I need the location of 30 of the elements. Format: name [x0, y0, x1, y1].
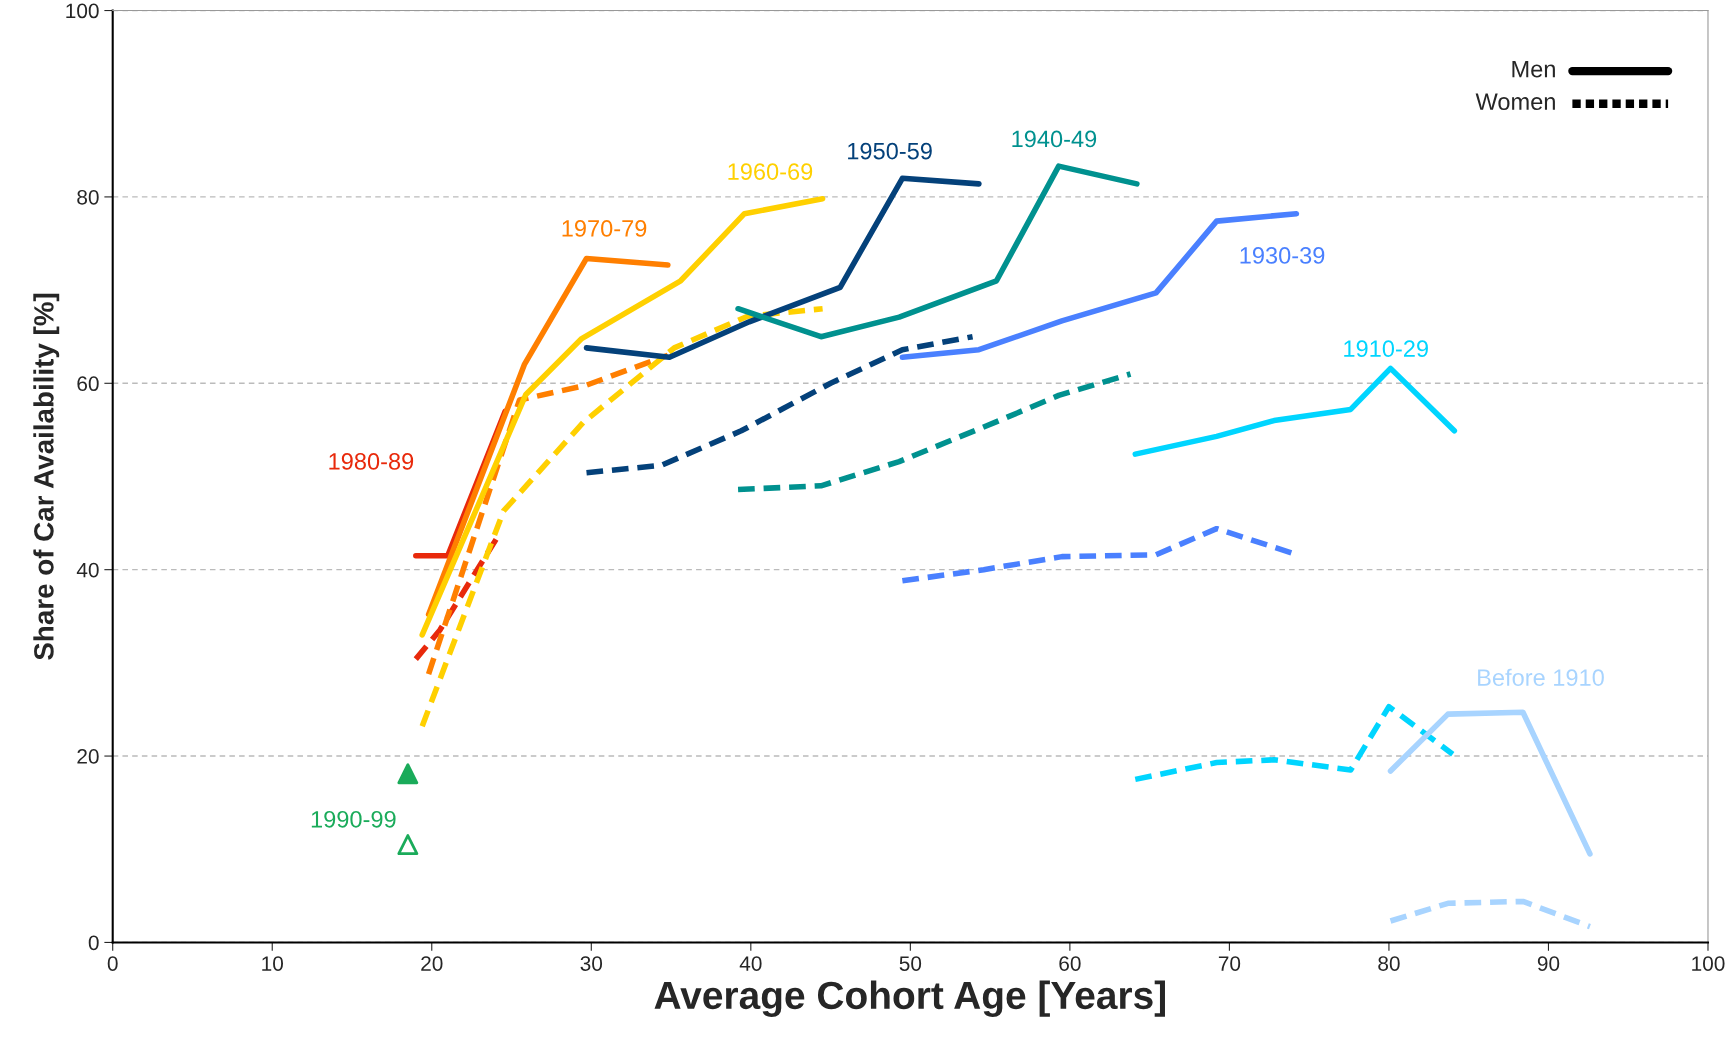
text: 1980-89 [329, 453, 414, 470]
x-tick-label: 80 [1378, 956, 1400, 971]
y-tick-label: 20 [77, 749, 99, 764]
x-tick-label: 20 [421, 956, 443, 971]
x-tick-label: 10 [262, 956, 284, 971]
x-tick-label: 0 [107, 956, 118, 971]
y-tick-label: 40 [76, 562, 99, 578]
annotation: Women [1475, 93, 1555, 111]
y-axis-title: Share of Car Availability [%] [33, 293, 60, 660]
x-tick-label: 90 [1537, 956, 1560, 971]
y-tick-label: 60 [77, 376, 99, 392]
x-axis-title: Average Cohort Age [Years] [654, 980, 1165, 1018]
series-label: 1950-59 [848, 142, 932, 160]
series-label: 1960-69 [728, 163, 813, 180]
x-tick-label: 40 [739, 956, 762, 971]
x-tick-label: 50 [899, 956, 922, 971]
y-tick-label: 80 [77, 189, 99, 205]
annotation: Men [1512, 60, 1555, 78]
x-tick-label: 100 [1692, 956, 1725, 971]
series-label: 1970-79 [562, 220, 647, 237]
series-label: 1990-99 [311, 810, 396, 828]
series-label: 1940-49 [1012, 130, 1097, 148]
series-label: 1930-39 [1240, 247, 1325, 264]
y-tick-label: 0 [88, 935, 99, 951]
series-label: 1910-29 [1344, 340, 1428, 358]
x-tick-label: 30 [580, 956, 603, 971]
y-tick-label: 100 [66, 3, 99, 19]
x-tick-label: 70 [1218, 956, 1241, 971]
x-tick-label: 60 [1059, 956, 1081, 971]
series-label: Before 1910 [1478, 668, 1604, 686]
